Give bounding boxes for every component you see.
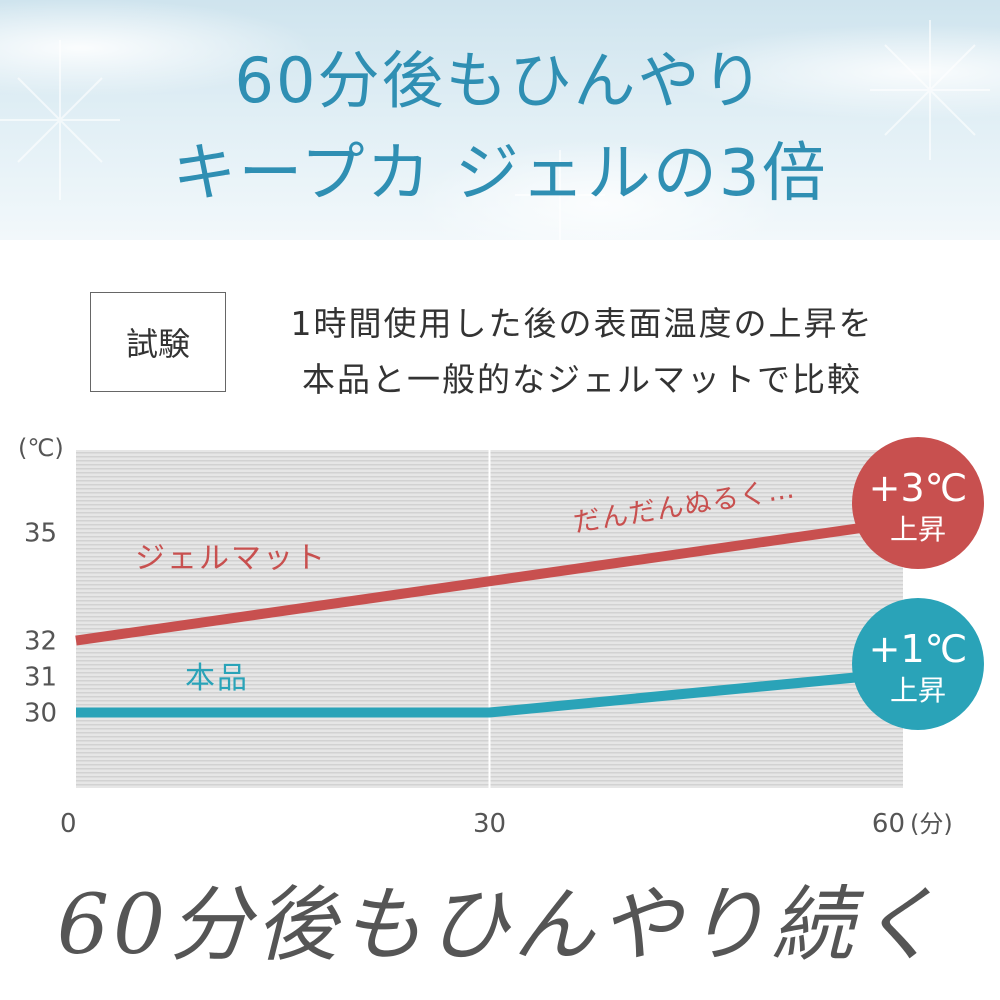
- x-tick-label: 60: [872, 809, 905, 839]
- series-line-product: [76, 667, 904, 718]
- y-tick-label: 30: [24, 698, 57, 728]
- test-label-box: 試験: [90, 292, 226, 392]
- badge-label: 上昇: [890, 513, 946, 546]
- x-tick-label: 30: [473, 809, 506, 839]
- series-label-product: 本品: [185, 661, 249, 696]
- y-axis-unit: (℃): [18, 434, 64, 462]
- x-axis-unit: (分): [910, 810, 953, 838]
- badge-value: +1℃: [869, 627, 968, 671]
- series-label-gel-mat: ジェルマット: [135, 541, 327, 576]
- series-line-gel-mat: [75, 516, 904, 646]
- badge-circle: [852, 437, 984, 569]
- headline-line-1: 60分後もひんやり: [234, 44, 766, 117]
- test-description-line-1: 1時間使用した後の表面温度の上昇を: [290, 304, 874, 343]
- badge-value: +3℃: [869, 466, 968, 510]
- test-label: 試験: [125, 325, 190, 363]
- snowflake-decoration: [0, 20, 990, 240]
- y-tick-label: 35: [24, 519, 57, 549]
- hero-banner: 60分後もひんやり キープカ ジェルの3倍: [0, 0, 1000, 240]
- x-tick-label: 0: [60, 809, 77, 839]
- footer-tagline: 60分後もひんやり続く: [56, 878, 944, 973]
- test-description-line-2: 本品と一般的なジェルマットで比較: [302, 360, 862, 399]
- y-tick-label: 31: [24, 663, 57, 693]
- badge-circle: [852, 598, 984, 730]
- badge-product: +1℃上昇: [852, 598, 984, 730]
- badge-label: 上昇: [890, 674, 946, 707]
- y-tick-label: 32: [24, 627, 57, 657]
- badge-gel-mat: +3℃上昇: [852, 437, 984, 569]
- headline-line-2: キープカ ジェルの3倍: [172, 137, 828, 211]
